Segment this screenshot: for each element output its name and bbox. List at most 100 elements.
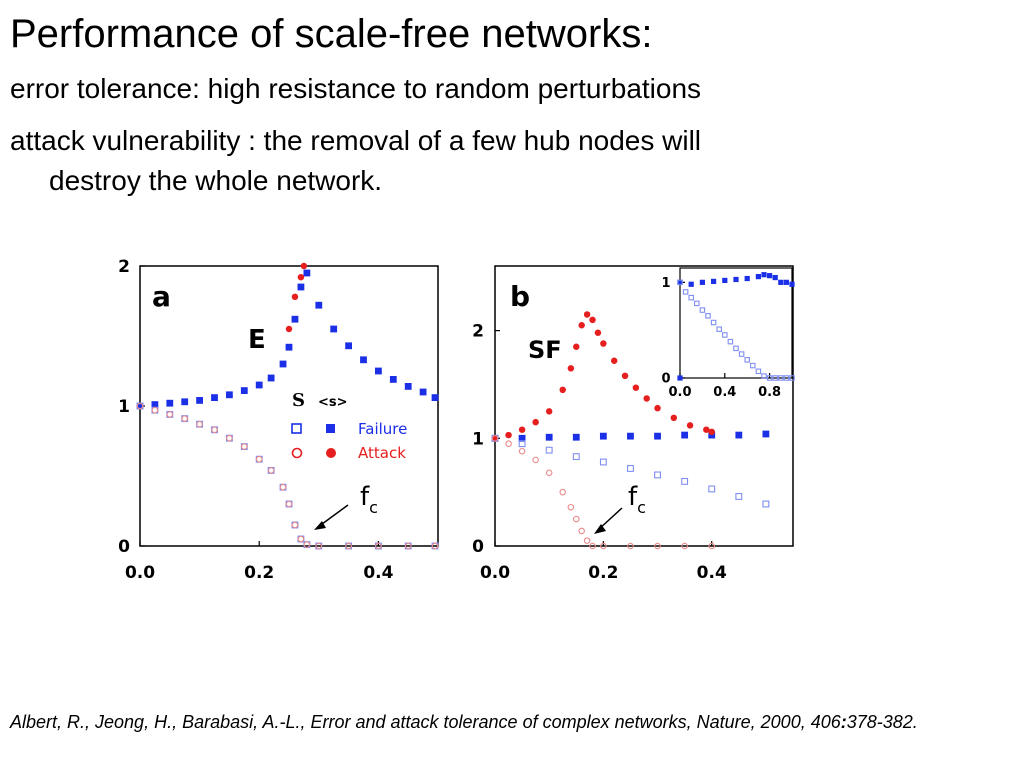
- legend-attack-filled-marker: [326, 448, 336, 458]
- inset-x-tick-label: 0.8: [758, 385, 781, 400]
- inset-failure-mean-cluster-size-point: [755, 274, 761, 280]
- inset-failure-mean-cluster-size-point: [722, 277, 728, 284]
- panel-a-attack-giant-cluster-size-point: [431, 542, 439, 550]
- panel-b-attack-mean-cluster-size-point: [632, 384, 640, 391]
- panel-b-failure-giant-cluster-size-point: [762, 500, 770, 508]
- panel-a-attack-giant-cluster-size-point: [285, 500, 293, 508]
- panel-b-attack-giant-cluster-size-point: [600, 542, 607, 550]
- panel-b-attack-mean-cluster-size-point: [545, 408, 553, 415]
- panel-b-label: b: [510, 280, 530, 313]
- panel-a-label: a: [152, 280, 171, 313]
- inset-failure-mean-cluster-size-point: [761, 272, 767, 278]
- panel-b-attack-giant-cluster-size-point: [654, 542, 661, 550]
- inset-failure-giant-cluster-size-point: [766, 375, 773, 381]
- legend-attack-open-marker: [291, 447, 303, 459]
- panel-b-fc-subscript: c: [637, 498, 646, 517]
- panel-b-attack-giant-cluster-size-point: [559, 488, 566, 496]
- inset-failure-giant-cluster-size-point: [738, 351, 745, 357]
- panel-b-attack-giant-cluster-size-point: [518, 447, 526, 455]
- panel-b-inset: 0.0 0.4 0.8 0 1: [661, 267, 795, 400]
- panel-b-failure-giant-cluster-size-point: [599, 458, 607, 466]
- legend-failure-filled-marker: [326, 424, 335, 433]
- panel-a-attack-giant-cluster-size-point: [241, 443, 248, 450]
- inset-failure-giant-cluster-size-point: [733, 345, 739, 352]
- panel-b-attack-mean-cluster-size-point: [708, 428, 715, 436]
- panel-b-attack-mean-cluster-size-point: [686, 422, 694, 429]
- inset-y-tick-label: 1: [661, 276, 670, 291]
- panel-a-fc-label: fc: [360, 482, 378, 517]
- panel-b-failure-mean-cluster-size-point: [545, 433, 553, 441]
- inset-failure-giant-cluster-size-point: [722, 332, 728, 338]
- inset-failure-giant-cluster-size-point: [682, 289, 689, 295]
- panel-a-failure-mean-cluster-size-point: [285, 343, 293, 351]
- inset-failure-giant-cluster-size-point: [677, 375, 683, 381]
- panel-b-attack-mean-cluster-size-point: [559, 386, 566, 394]
- panel-b-network-label: SF: [528, 336, 562, 364]
- panel-b-x-tick-label: 0.2: [588, 563, 618, 583]
- panel-b-attack-mean-cluster-size-point: [518, 426, 526, 433]
- inset-y-tick-label: 0: [661, 372, 670, 387]
- citation-colon: :: [840, 712, 847, 732]
- panel-a-attack-giant-cluster-size-point: [297, 535, 305, 543]
- panel-a-failure-mean-cluster-size-point: [404, 383, 412, 390]
- panel-a-attack-mean-cluster-size-point: [291, 293, 299, 301]
- panel-b-attack-giant-cluster-size-point: [681, 542, 688, 550]
- panel-a-failure-mean-cluster-size-point: [345, 342, 352, 350]
- panel-b-attack-giant-cluster-size-point: [532, 456, 539, 464]
- panel-b-attack-giant-cluster-size-point: [583, 537, 591, 544]
- panel-b-failure-mean-cluster-size-point: [518, 434, 526, 442]
- panel-a-failure-mean-cluster-size-point: [375, 367, 382, 375]
- panel-a-attack-giant-cluster-size-point: [211, 426, 218, 434]
- panel-b-attack-mean-cluster-size-point: [621, 372, 629, 380]
- inset-failure-mean-cluster-size-point: [778, 279, 784, 285]
- inset-failure-giant-cluster-size-point: [778, 375, 784, 381]
- bullet-attack-vulnerability: attack vulnerability : the removal of a …: [10, 125, 702, 156]
- panel-b-failure-giant-cluster-size-point: [735, 493, 743, 500]
- panel-a-attack-giant-cluster-size-point: [303, 541, 311, 548]
- citation: Albert, R., Jeong, H., Barabasi, A.-L., …: [10, 709, 1000, 736]
- panel-a-failure-mean-cluster-size-point: [297, 283, 305, 291]
- panel-b-attack-giant-cluster-size-point: [708, 542, 715, 550]
- panel-a-attack-giant-cluster-size-point: [196, 420, 203, 428]
- inset-failure-giant-cluster-size-point: [716, 326, 722, 332]
- panel-a-failure-mean-cluster-size-point: [279, 360, 287, 368]
- panel-b-attack-giant-cluster-size-point: [545, 469, 553, 477]
- panel-a: a E S <s> Failure Attack fc 0.0 0.2 0.4 0 1 2: [118, 257, 439, 583]
- panel-a-fc-text: f: [360, 482, 370, 512]
- panel-a-x-tick-label: 0.2: [244, 563, 274, 583]
- panel-b-failure-giant-cluster-size-point: [654, 471, 661, 479]
- panel-b-attack-mean-cluster-size-point: [589, 316, 596, 324]
- panel-b-failure-mean-cluster-size-point: [762, 430, 770, 438]
- panel-b-attack-mean-cluster-size-point: [573, 343, 580, 350]
- panel-b-failure-mean-cluster-size-point: [681, 431, 689, 439]
- panel-a-attack-giant-cluster-size-point: [291, 521, 299, 529]
- legend-failure-open-marker: [291, 423, 302, 434]
- inset-frame: [679, 267, 793, 379]
- panel-b-attack-mean-cluster-size-point: [505, 431, 512, 439]
- inset-failure-mean-cluster-size-point: [772, 274, 778, 281]
- panel-a-failure-mean-cluster-size-point: [211, 394, 218, 401]
- panel-b-frame: [494, 265, 794, 547]
- panel-b-attack-mean-cluster-size-point: [610, 357, 618, 364]
- inset-failure-giant-cluster-size-point: [755, 368, 762, 375]
- bullet-attack-vulnerability-continued: destroy the whole network.: [49, 165, 383, 196]
- panel-b-failure-mean-cluster-size-point: [572, 433, 580, 441]
- panel-b-failure-giant-cluster-size-point: [708, 485, 716, 493]
- panel-a-failure-mean-cluster-size-point: [255, 381, 263, 389]
- panel-a-failure-mean-cluster-size-point: [389, 376, 397, 383]
- panel-a-failure-mean-cluster-size-point: [360, 356, 367, 364]
- panel-b-attack-mean-cluster-size-point: [567, 365, 575, 372]
- panel-a-failure-mean-cluster-size-point: [419, 388, 427, 396]
- legend-failure-label: Failure: [358, 420, 407, 438]
- panel-a-failure-mean-cluster-size-point: [196, 397, 203, 404]
- panel-a-attack-mean-cluster-size-point: [297, 273, 305, 281]
- inset-failure-mean-cluster-size-point: [733, 276, 739, 283]
- panel-b-attack-mean-cluster-size-point: [594, 329, 602, 336]
- inset-failure-giant-cluster-size-point: [761, 373, 767, 379]
- citation-pages: 378-382.: [846, 712, 918, 732]
- panel-b-attack-giant-cluster-size-point: [573, 515, 580, 523]
- panel-a-frame: [139, 265, 439, 547]
- inset-failure-mean-cluster-size-point: [677, 279, 683, 285]
- legend-header-avg: <s>: [318, 395, 348, 410]
